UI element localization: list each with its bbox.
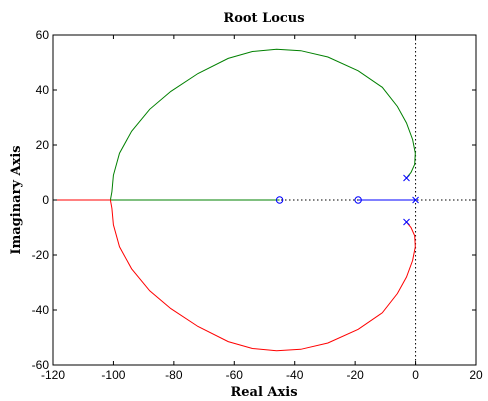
y-tick-label: 0 bbox=[42, 193, 49, 207]
x-tick-label: -40 bbox=[286, 368, 304, 382]
x-tick-label: 0 bbox=[412, 368, 419, 382]
y-tick-label: 40 bbox=[36, 83, 50, 97]
y-tick-label: -20 bbox=[32, 248, 50, 262]
x-tick-label: -60 bbox=[226, 368, 244, 382]
pole-marker-stroke-b bbox=[412, 196, 419, 204]
y-tick-label: -60 bbox=[32, 358, 50, 372]
x-tick-label: -120 bbox=[41, 368, 65, 382]
plot-area bbox=[52, 34, 477, 366]
pole-marker-2 bbox=[403, 174, 410, 182]
zero-marker-2 bbox=[275, 196, 284, 204]
y-tick-label: 60 bbox=[36, 28, 50, 42]
x-tick-label: -20 bbox=[346, 368, 364, 382]
x-tick-label: 20 bbox=[469, 368, 483, 382]
x-axis-label: Real Axis bbox=[230, 385, 297, 400]
x-tick-label: -80 bbox=[165, 368, 183, 382]
zero-marker-1 bbox=[354, 196, 362, 204]
x-tick-label: -100 bbox=[101, 368, 125, 382]
pole-marker-stroke-b bbox=[403, 218, 410, 226]
locus-branch-2 bbox=[53, 199, 416, 352]
y-axis-label: Imaginary Axis bbox=[9, 145, 24, 254]
tick-labels: -120 -100 -80 -60 -40 -20 0 20 -60 -40 -20 0 20 40 60 bbox=[32, 28, 483, 382]
y-tick-label: -40 bbox=[32, 303, 50, 317]
pole-marker-3 bbox=[403, 218, 410, 226]
y-tick-label: 20 bbox=[36, 138, 50, 152]
locus-branch-1 bbox=[109, 48, 416, 201]
pole-marker-stroke-b bbox=[403, 174, 410, 182]
chart-title: Root Locus bbox=[223, 11, 304, 26]
pole-marker-1 bbox=[412, 196, 419, 204]
